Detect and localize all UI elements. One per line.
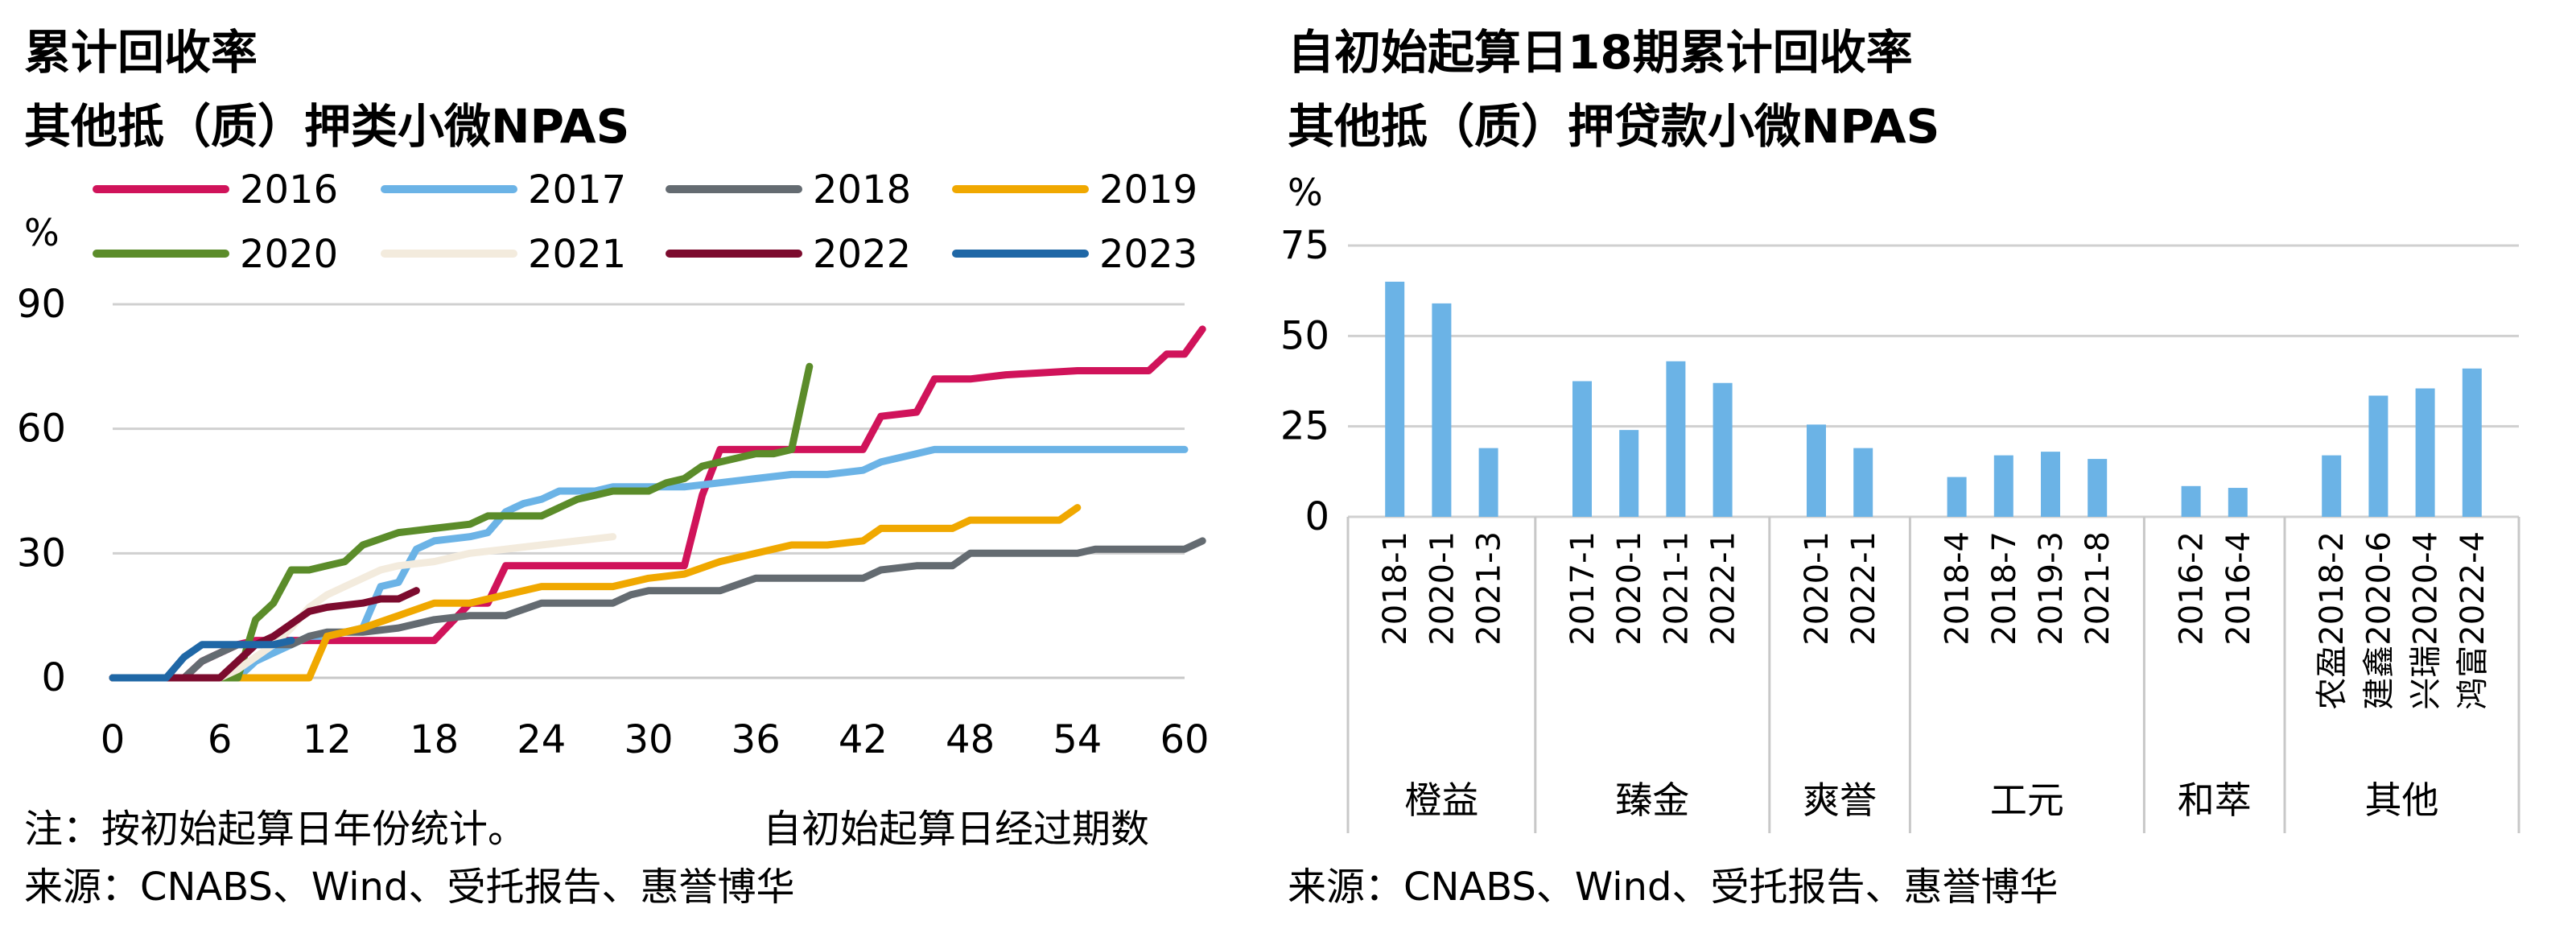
x-tick-label: 54 — [1053, 717, 1102, 762]
bar-爽誉-2022-1 — [1853, 448, 1873, 517]
bar-category-label: 2022-1 — [1705, 531, 1742, 646]
group-label: 和萃 — [2178, 778, 2252, 822]
legend-label: 2021 — [528, 232, 626, 277]
left-chart-title: 累计回收率 — [24, 25, 258, 80]
bar-category-label: 建鑫2020-6 — [2360, 531, 2397, 710]
bar-橙益-2020-1 — [1432, 303, 1452, 517]
left-chart-source: 来源：CNABS、Wind、受托报告、惠誉博华 — [24, 865, 795, 910]
line-chart: % 0 30 60 90 0 6 12 18 24 30 36 42 48 54 60 2016 2017 2018… — [17, 167, 1210, 762]
right-chart-subtitle: 其他抵（质）押贷款小微NPAS — [1288, 99, 1940, 154]
bar-category-label: 2018-4 — [1939, 531, 1976, 646]
left-chart-note: 注：按初始起算日年份统计。 — [24, 807, 527, 852]
series-line-2021 — [109, 533, 617, 682]
bar-category-label: 2017-1 — [1564, 531, 1601, 646]
legend-label: 2016 — [240, 167, 338, 213]
bar-臻金-2017-1 — [1572, 381, 1592, 517]
x-tick-label: 24 — [517, 717, 566, 762]
bar-category-label: 2020-1 — [1611, 531, 1648, 646]
bar-其他-兴瑞2020-4 — [2415, 388, 2435, 517]
group-label: 其他 — [2365, 778, 2439, 822]
x-tick-label: 30 — [624, 717, 673, 762]
bar-和萃-2016-4 — [2228, 488, 2248, 517]
y-tick-label: 50 — [1280, 313, 1329, 358]
group-label: 臻金 — [1615, 778, 1689, 822]
x-tick-label: 6 — [208, 717, 233, 762]
group-label: 橙益 — [1404, 778, 1478, 822]
bar-和萃-2016-2 — [2181, 485, 2201, 517]
right-chart-title: 自初始起算日18期累计回收率 — [1288, 25, 1913, 80]
bar-臻金-2022-1 — [1713, 382, 1733, 517]
legend-label: 2019 — [1099, 167, 1197, 213]
legend-label: 2023 — [1099, 232, 1197, 277]
bar-category-label: 2018-7 — [1986, 531, 2023, 646]
legend-label: 2022 — [813, 232, 911, 277]
x-tick-label: 36 — [732, 717, 781, 762]
series-line-2020 — [109, 362, 814, 682]
y-tick-label: 60 — [17, 407, 66, 452]
left-chart-subtitle: 其他抵（质）押类小微NPAS — [24, 99, 630, 154]
bar-chart: % 0 25 50 75 2018-1 2020-1 2021-3 橙益 2017-1 2020-1… — [1280, 171, 2520, 833]
series-line-2018 — [109, 537, 1206, 682]
bar-工元-2018-7 — [1993, 455, 2013, 517]
bar-category-label: 2018-1 — [1377, 531, 1414, 646]
series-line-2022 — [109, 587, 420, 682]
bar-工元-2021-8 — [2088, 459, 2108, 517]
y-tick-label: 30 — [17, 530, 66, 576]
series-line-2023 — [109, 637, 295, 682]
bar-category-label: 2021-1 — [1658, 531, 1695, 646]
bar-category-label: 2019-3 — [2033, 531, 2070, 646]
bar-category-label: 兴瑞2020-4 — [2408, 531, 2445, 710]
bar-爽誉-2020-1 — [1807, 424, 1826, 517]
bar-臻金-2020-1 — [1619, 430, 1639, 517]
bar-橙益-2021-3 — [1478, 448, 1498, 517]
bar-橙益-2018-1 — [1385, 281, 1405, 517]
bar-工元-2019-3 — [2041, 452, 2060, 517]
right-chart-source: 来源：CNABS、Wind、受托报告、惠誉博华 — [1288, 865, 2059, 910]
bar-其他-农盈2018-2 — [2322, 455, 2342, 517]
bar-category-label: 2022-1 — [1845, 531, 1882, 646]
group-label: 爽誉 — [1803, 778, 1877, 822]
bar-category-label: 2020-1 — [1799, 531, 1836, 646]
bar-category-label: 2021-8 — [2079, 531, 2116, 646]
y-tick-label: 25 — [1280, 404, 1329, 449]
group-label: 工元 — [1990, 778, 2064, 822]
y-tick-label: 0 — [41, 655, 66, 700]
bar-其他-建鑫2020-6 — [2368, 395, 2388, 517]
bar-category-label: 农盈2018-2 — [2314, 531, 2351, 710]
bar-臻金-2021-1 — [1666, 361, 1686, 517]
bar-category-label: 2016-2 — [2174, 531, 2211, 646]
bar-category-label: 2021-3 — [1471, 531, 1508, 646]
x-tick-label: 42 — [839, 717, 888, 762]
y-tick-label: 90 — [17, 282, 66, 327]
legend-label: 2020 — [240, 232, 338, 277]
y-unit-label: % — [1288, 171, 1323, 214]
x-tick-label: 12 — [303, 717, 352, 762]
legend-label: 2018 — [813, 167, 911, 213]
x-tick-label: 48 — [946, 717, 995, 762]
legend-label: 2017 — [528, 167, 626, 213]
x-tick-label: 60 — [1160, 717, 1209, 762]
series-line-2016 — [109, 325, 1206, 682]
bar-category-label: 2016-4 — [2220, 531, 2257, 646]
bar-category-label: 2020-1 — [1424, 531, 1461, 646]
bar-category-label: 鸿富2022-4 — [2454, 531, 2492, 710]
left-chart-xlabel: 自初始起算日经过期数 — [763, 807, 1150, 852]
bar-其他-鸿富2022-4 — [2462, 368, 2482, 517]
y-unit-label: % — [24, 211, 60, 254]
y-tick-label: 75 — [1280, 223, 1329, 268]
x-tick-label: 18 — [410, 717, 459, 762]
y-tick-label: 0 — [1304, 494, 1329, 539]
series-line-2019 — [109, 504, 1082, 682]
x-tick-label: 0 — [101, 717, 126, 762]
bar-工元-2018-4 — [1947, 477, 1967, 517]
